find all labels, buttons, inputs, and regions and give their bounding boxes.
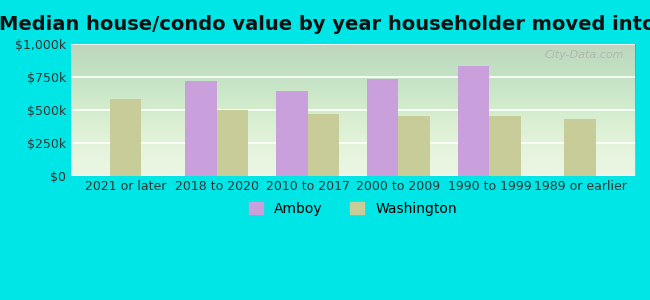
Bar [564, 119, 596, 176]
Bar [216, 110, 248, 176]
Title: Median house/condo value by year householder moved into unit: Median house/condo value by year househo… [0, 15, 650, 34]
Bar [367, 80, 398, 176]
Legend: Amboy, Washington: Amboy, Washington [243, 196, 463, 221]
Bar [307, 114, 339, 176]
Text: City-Data.com: City-Data.com [544, 50, 624, 61]
Bar [489, 116, 521, 176]
Bar [185, 81, 216, 176]
Bar [276, 91, 307, 176]
Bar [398, 116, 430, 176]
Bar [110, 99, 142, 176]
Bar [458, 66, 489, 176]
